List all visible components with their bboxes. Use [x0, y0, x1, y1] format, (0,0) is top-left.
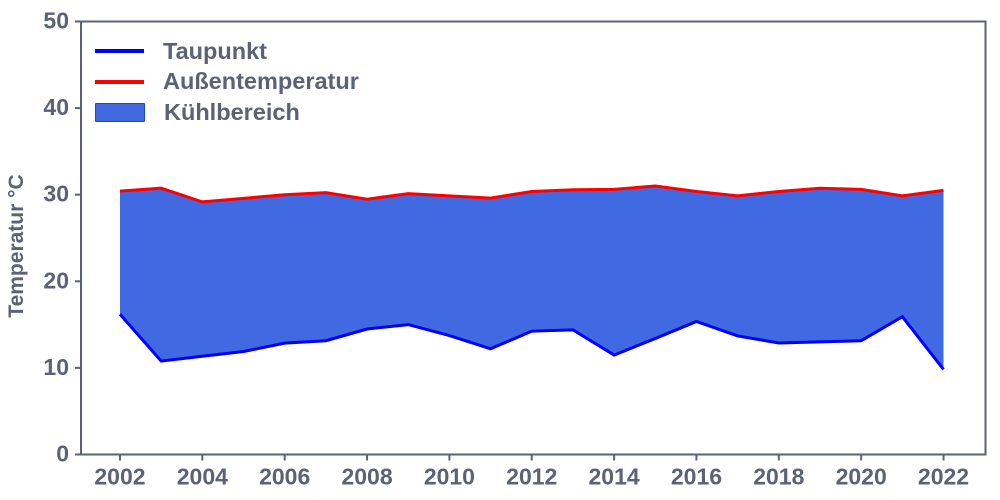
svg-text:30: 30: [43, 181, 69, 207]
svg-text:2008: 2008: [341, 464, 392, 490]
svg-text:2006: 2006: [259, 464, 310, 490]
svg-text:2018: 2018: [753, 464, 804, 490]
svg-text:2012: 2012: [506, 464, 557, 490]
svg-text:2022: 2022: [918, 464, 969, 490]
svg-text:2016: 2016: [671, 464, 722, 490]
svg-text:2004: 2004: [177, 464, 228, 490]
svg-text:2020: 2020: [836, 464, 887, 490]
svg-text:2002: 2002: [94, 464, 145, 490]
svg-text:50: 50: [43, 8, 69, 34]
svg-text:2014: 2014: [589, 464, 640, 490]
svg-text:10: 10: [43, 354, 69, 380]
svg-text:2010: 2010: [424, 464, 475, 490]
svg-text:40: 40: [43, 94, 69, 120]
svg-text:0: 0: [56, 441, 69, 467]
svg-text:20: 20: [43, 267, 69, 293]
